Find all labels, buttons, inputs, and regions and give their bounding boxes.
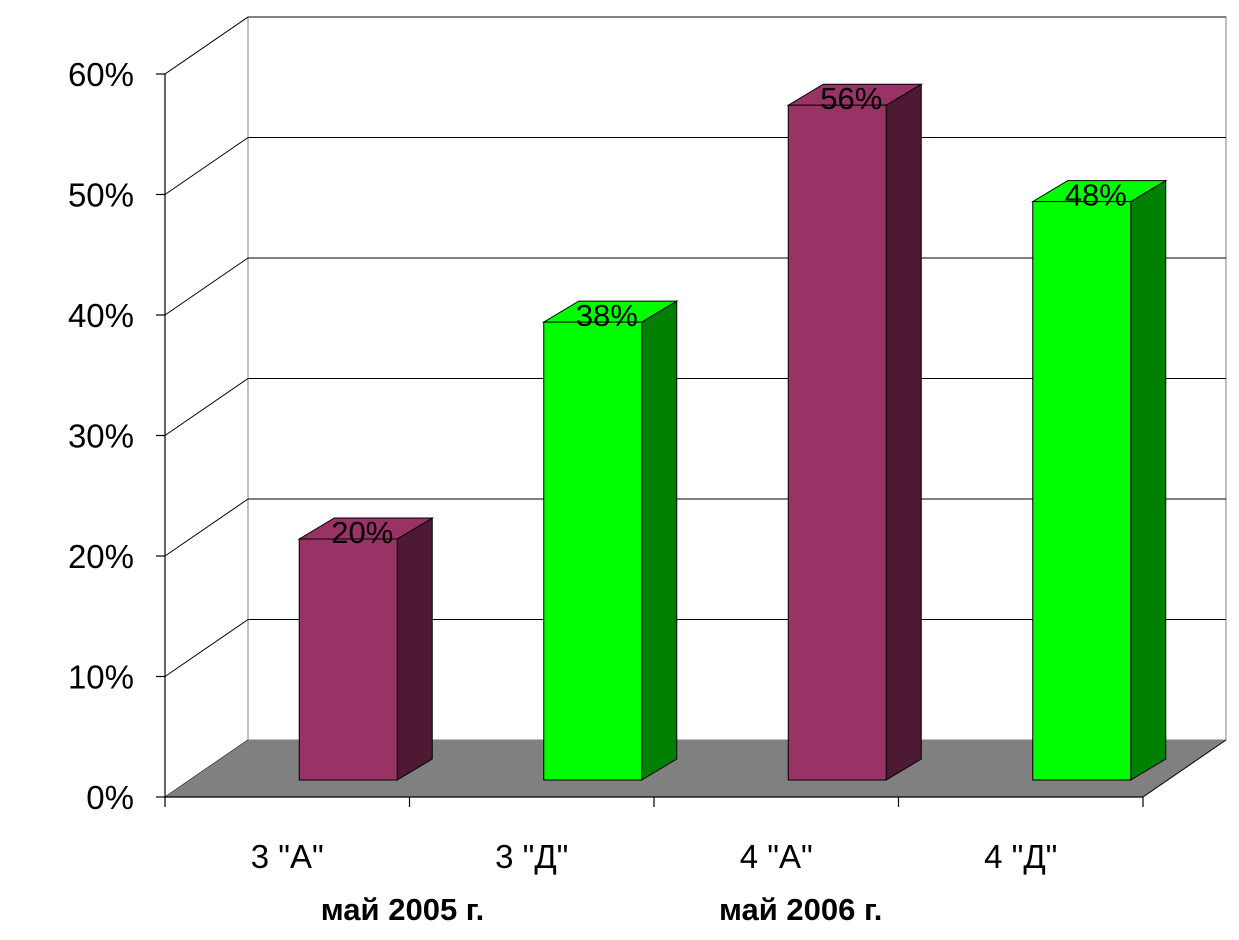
axes — [156, 73, 1227, 807]
y-tick-label: 40% — [68, 297, 134, 334]
data-label: 38% — [576, 298, 638, 333]
side-gridline — [164, 498, 249, 557]
side-gridline — [164, 16, 249, 75]
bar — [543, 321, 643, 781]
bar-side — [641, 300, 678, 781]
bar-side — [1130, 179, 1167, 781]
x-tick-label: 3 "А" — [251, 838, 324, 875]
bar-side — [885, 83, 922, 781]
side-gridline — [164, 257, 249, 316]
x-tick-label: 4 "Д" — [984, 838, 1057, 875]
bar-side — [396, 517, 433, 781]
side-gridline — [164, 378, 249, 436]
data-label: 56% — [820, 81, 882, 116]
x-tick-label: 4 "А" — [740, 838, 813, 875]
bar — [787, 104, 887, 781]
y-tick-label: 30% — [68, 418, 134, 455]
y-tick-label: 60% — [68, 56, 134, 93]
group-label: май 2006 г. — [719, 892, 882, 927]
side-gridline — [164, 619, 249, 677]
y-tick-label: 20% — [68, 538, 134, 575]
bar — [1032, 201, 1132, 781]
y-tick-label: 50% — [68, 177, 134, 214]
y-tick-label: 0% — [86, 779, 134, 816]
group-label: май 2005 г. — [321, 892, 484, 927]
data-label: 20% — [331, 515, 393, 550]
bar — [298, 538, 398, 781]
y-tick-label: 10% — [68, 659, 134, 696]
data-label: 48% — [1065, 178, 1127, 213]
labels-group: 0% 10% 20% 30% 40% 50% 60% 20% 3 "А" 38% 3 "Д" 56% 4… — [68, 56, 1127, 927]
x-tick-label: 3 "Д" — [495, 838, 568, 875]
bars-group — [297, 83, 1168, 781]
side-gridline — [164, 137, 249, 195]
floor-right-edge — [1142, 739, 1227, 798]
